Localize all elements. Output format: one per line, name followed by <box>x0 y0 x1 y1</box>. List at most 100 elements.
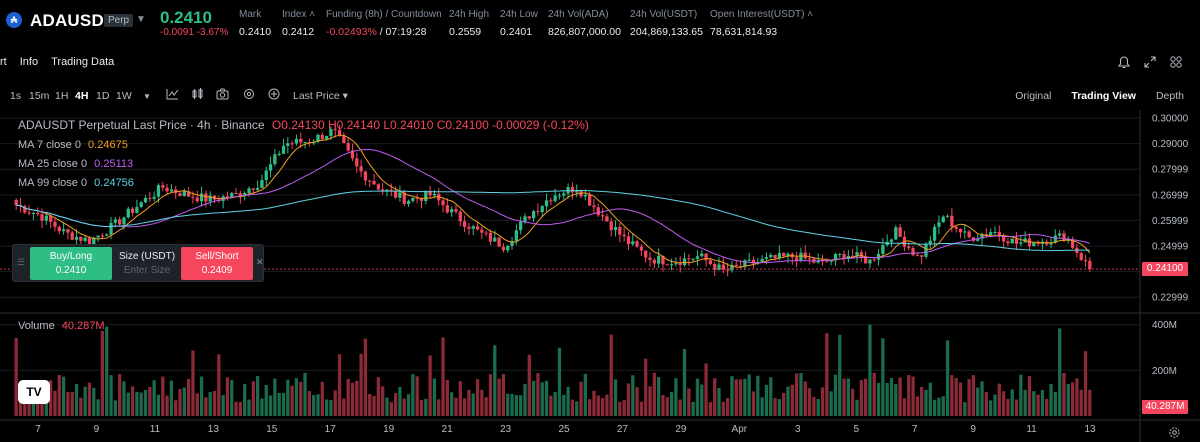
tab-chart[interactable]: rt <box>0 56 7 68</box>
ma99-line <box>16 190 1090 252</box>
volume-bar <box>958 382 963 416</box>
candle-body <box>143 197 148 203</box>
candle-body <box>588 195 592 206</box>
volume-tag: 40.287M <box>1142 400 1188 414</box>
ma99-legend[interactable]: MA 99 close 0 0.24756 <box>18 177 134 189</box>
interval-1d[interactable]: 1D <box>96 90 110 102</box>
candle-body <box>915 255 920 257</box>
volume-bar <box>79 397 83 416</box>
volume-bar <box>243 384 247 416</box>
camera-icon[interactable] <box>216 88 229 103</box>
volume-bar <box>148 386 152 416</box>
interval-dropdown-icon[interactable]: ▼ <box>143 92 151 101</box>
volume-bar <box>1014 399 1019 416</box>
volume-bar <box>14 338 18 416</box>
volume-bar <box>876 382 881 416</box>
volume-bar <box>488 374 493 416</box>
stat-value: 0.2559 <box>449 26 482 38</box>
expand-icon[interactable] <box>1144 56 1156 72</box>
candle-body <box>613 227 618 231</box>
candle-body <box>963 231 967 233</box>
tab-info[interactable]: Info <box>19 56 39 68</box>
candle-body <box>445 205 449 213</box>
add-indicator-icon[interactable] <box>268 88 280 103</box>
stat-index[interactable]: Index ˄ 0.2412 <box>282 9 315 38</box>
candle-body <box>251 188 255 190</box>
candlestick-plot[interactable]: 0.30000 0.29000 0.27999 0.26999 0.25999 0.249… <box>0 110 1200 442</box>
volume-bar <box>1006 398 1010 416</box>
interval-1s[interactable]: 1s <box>10 90 22 102</box>
price-change: -0.0091 -3.67% <box>160 27 229 38</box>
volume-bar <box>807 388 812 416</box>
volume-bar <box>70 391 74 416</box>
time-tick-label: 21 <box>442 424 454 435</box>
volume-bar <box>613 379 618 416</box>
price-type-select[interactable]: Last Price ▾ <box>293 90 348 102</box>
volume-bar <box>549 395 553 416</box>
tab-trading-data[interactable]: Trading Data <box>51 56 115 68</box>
drag-handle-icon[interactable]: ☰ <box>17 257 26 267</box>
symbol-title[interactable]: ADAUSDT <box>30 11 115 30</box>
volume-bar <box>273 378 277 416</box>
candle-body <box>92 237 96 245</box>
candle-body <box>324 135 329 140</box>
volume-bar <box>945 340 950 416</box>
candle-body <box>523 216 527 222</box>
close-icon[interactable]: ✕ <box>256 257 264 267</box>
ma7-legend[interactable]: MA 7 close 0 0.24675 <box>18 139 128 151</box>
volume-bar <box>773 397 777 416</box>
view-depth[interactable]: Depth <box>1155 90 1184 102</box>
buy-long-button[interactable]: Buy/Long 0.2410 <box>30 247 112 280</box>
settings-icon[interactable] <box>243 88 255 103</box>
candle-body <box>514 230 518 242</box>
volume-bar <box>566 386 570 416</box>
interval-15m[interactable]: 15m <box>29 90 50 102</box>
view-trading-view[interactable]: Trading View <box>1071 90 1136 102</box>
volume-bar <box>803 381 807 416</box>
ma25-legend[interactable]: MA 25 close 0 0.25113 <box>18 158 133 170</box>
ma25-line <box>16 148 1090 264</box>
view-original[interactable]: Original <box>1015 90 1052 102</box>
interval-4h[interactable]: 4H <box>75 90 89 102</box>
candle-body <box>928 240 932 244</box>
candle-body <box>937 222 941 227</box>
symbol-dropdown-icon[interactable]: ▼ <box>136 14 146 25</box>
volume-bar <box>989 400 993 416</box>
size-input[interactable]: Size (USDT) Enter Size <box>115 247 179 280</box>
volume-bar <box>855 399 859 416</box>
candle-body <box>609 221 613 231</box>
indicator-icon[interactable] <box>166 88 179 103</box>
bell-icon[interactable] <box>1117 56 1131 72</box>
stat-open-interest[interactable]: Open Interest(USDT) ˄ 78,631,814.93 <box>710 9 813 38</box>
candle-body <box>480 229 484 233</box>
candle-body <box>898 227 902 237</box>
volume-bar <box>980 381 984 416</box>
volume-bar <box>700 384 704 416</box>
time-tick-label: Apr <box>732 424 748 435</box>
volume-bar <box>333 390 337 416</box>
volume-bar <box>674 378 678 416</box>
volume-bar <box>734 379 738 416</box>
quick-trade-widget: ☰ Buy/Long 0.2410 Size (USDT) Enter Size… <box>12 244 264 282</box>
price-chart[interactable]: 0.30000 0.29000 0.27999 0.26999 0.25999 0.249… <box>0 110 1200 442</box>
volume-bar <box>859 380 863 416</box>
interval-1w[interactable]: 1W <box>116 90 132 102</box>
candle-body <box>398 192 402 198</box>
interval-1h[interactable]: 1H <box>55 90 69 102</box>
buy-label: Buy/Long <box>49 251 93 262</box>
candle-body <box>859 252 863 257</box>
candle-body <box>941 216 945 223</box>
candle-body <box>294 138 299 144</box>
candle-body <box>743 260 747 267</box>
grid-icon[interactable] <box>1170 56 1182 72</box>
candle-body <box>536 211 540 213</box>
volume-bar <box>428 355 432 416</box>
sell-short-button[interactable]: Sell/Short 0.2409 <box>181 247 253 280</box>
time-tick-label: 3 <box>795 424 801 435</box>
chart-settings-gear-icon[interactable] <box>1168 426 1181 442</box>
candle-body <box>519 221 523 231</box>
candle-body <box>950 215 954 227</box>
candle-body <box>165 187 169 192</box>
chart-type-icon[interactable] <box>192 88 204 103</box>
volume-bar <box>66 392 70 416</box>
